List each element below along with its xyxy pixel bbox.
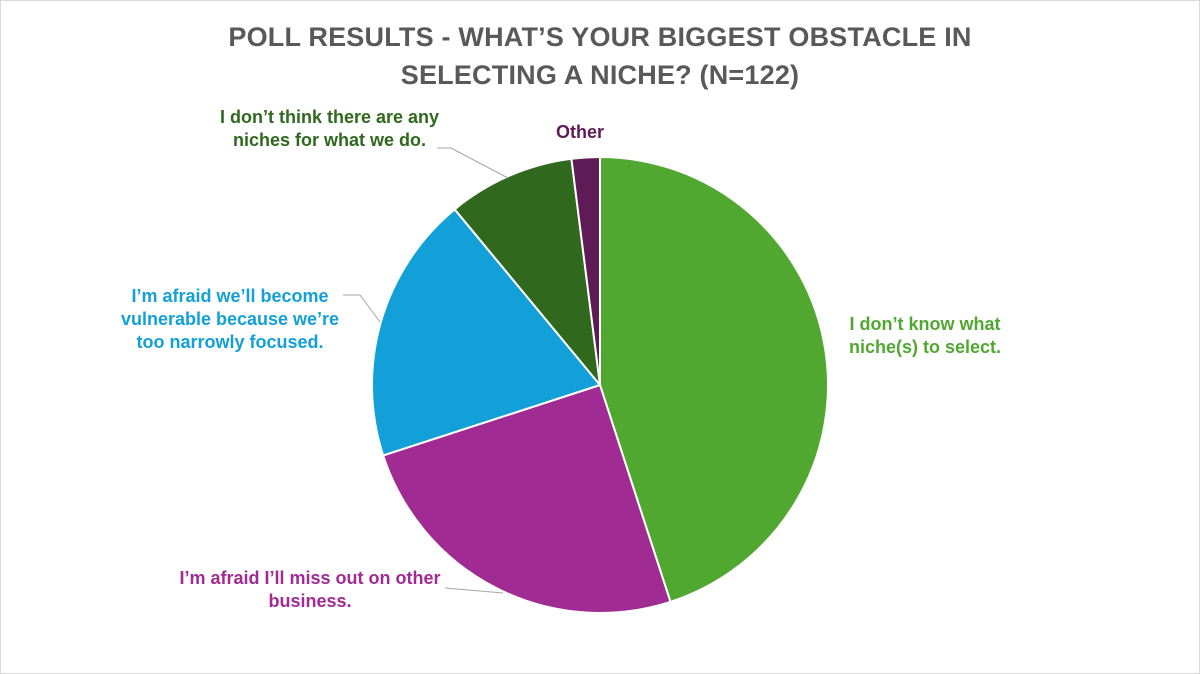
slice-label-miss-business: I’m afraid I’ll miss out on other busine… bbox=[179, 568, 441, 611]
slice-miss-business bbox=[381, 383, 672, 614]
slice-label-vulnerable: I’m afraid we’ll become vulnerable becau… bbox=[120, 286, 340, 352]
slice-label-dont-know-niche: I don’t know what niche(s) to select. bbox=[848, 314, 1002, 357]
slice-vulnerable bbox=[371, 207, 602, 457]
leader-line-no-niches bbox=[437, 147, 509, 179]
slice-dont-know-niche bbox=[599, 155, 829, 604]
slice-label-no-niches: I don’t think there are any niches for w… bbox=[219, 107, 440, 150]
leader-line-miss-business bbox=[444, 587, 504, 594]
leader-line-vulnerable bbox=[343, 294, 381, 323]
slice-no-niches bbox=[453, 157, 602, 389]
slice-label-other: Other bbox=[555, 122, 604, 142]
chart-title: POLL RESULTS - WHAT’S YOUR BIGGEST OBSTA… bbox=[228, 22, 972, 90]
slice-other bbox=[570, 155, 601, 386]
